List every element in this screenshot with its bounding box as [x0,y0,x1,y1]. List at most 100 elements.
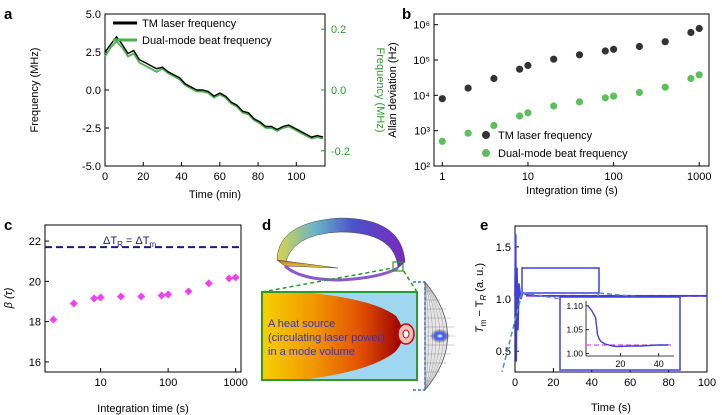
e-xtick-label: 0 [512,377,518,389]
y-axis-b: 10² 10³ 10⁴ 10⁵ 10⁶ [413,20,438,173]
c-xtick-label: 10 [95,377,107,389]
x-axis-b: 1 10 100 1000 [439,162,711,183]
b-ytick-label: 10⁴ [413,90,430,102]
data-point-c [231,273,240,282]
zoom-line-left [261,267,394,293]
e-ytick-label: 1.5 [496,242,511,254]
panel-a: a 0 20 40 60 80 100 -5.0 -2.5 0.0 2.5 5.0 -0.2 0.0… [4,6,386,201]
toroid-ring [276,217,406,269]
e-xtick-label: 20 [547,377,559,389]
a-ytick-label: 0.0 [86,85,101,97]
x-axis-label-e: Time (s) [591,402,631,414]
a-ytick-label: 5.0 [86,9,101,21]
legend-label-beat-b: Dual-mode beat frequency [498,148,628,160]
inset-e: 20 40 1.001.051.10 [559,296,681,371]
zoom-box-e [521,267,600,294]
legend-marker-tm-b [482,131,490,139]
zoom-line-right [402,269,418,293]
data-point-tm-b [575,51,584,59]
a-xtick-label: 20 [137,171,149,183]
inset-y-axis-e: 1.00 1.05 1.10 [566,301,589,359]
b-ytick-label: 10⁶ [413,20,430,32]
data-point-beat-b [687,74,695,83]
data-point-tm-b [438,95,446,103]
data-point-tm-b [687,28,695,37]
data-point-tm-b [601,47,609,55]
data-point-beat-b [438,137,446,145]
inset-caption-line3: in a mode volume [268,346,355,358]
legend-marker-beat-b [482,149,490,157]
mode-field [430,329,450,343]
b-ytick-label: 10² [414,161,430,173]
x-axis-label-a: Time (min) [189,189,241,201]
panel-letter-c: c [4,217,12,234]
data-point-tm-b [550,55,558,63]
series-group-c [49,273,240,324]
data-point-tm-b [516,65,524,73]
c-xtick-label: 1000 [223,377,247,389]
heat-gradient-region [262,292,403,380]
data-point-tm-b [524,61,532,70]
plot-frame-c [44,224,242,373]
panel-letter-b: b [402,6,411,23]
mode-volume-core [402,329,410,339]
y-axis-c: 16 18 20 22 [29,236,49,369]
c-ytick-label: 18 [29,317,41,329]
a-xtick-label: 0 [102,171,108,183]
y-axis-label-c: β (τ) [3,287,15,309]
y-axis-left-a: -5.0 -2.5 0.0 2.5 5.0 [82,9,109,173]
panel-letter-e: e [480,217,488,234]
zoom-line-e-down-left [501,292,523,373]
data-point-beat-b [550,102,558,110]
data-point-beat-b [464,129,472,137]
e-xtick-label: 40 [586,377,598,389]
a-y2tick-label: 0.0 [331,85,346,97]
e-ytick-label: 1.0 [496,294,511,306]
b-xtick-label: 1000 [687,171,711,183]
x-axis-e: 0 20 40 60 80 100 [512,368,716,389]
data-point-c [204,279,213,288]
inset-ytick-label-e: 1.05 [566,325,583,335]
data-point-beat-b [635,88,644,97]
a-ytick-label: -2.5 [82,123,101,135]
data-point-c [49,315,58,324]
y2-axis-label-a: Frequency (MHz) [374,48,386,133]
inset-x-axis-e: 20 40 [586,353,674,369]
data-point-c [164,290,173,299]
toroid-cross-section [276,259,339,269]
data-point-tm-b [610,45,618,53]
a-xtick-label: 60 [214,171,226,183]
data-point-c [137,292,146,301]
b-ytick-label: 10⁵ [413,55,430,67]
panel-b: b 1 10 100 1000 10² 10³ 10⁴ 10⁵ 10⁶ Integration… [387,6,711,197]
panel-c: c 10 100 1000 16 18 20 22 ΔTR = ΔTm Integrati… [3,217,248,415]
b-ytick-label: 10³ [414,126,430,138]
x-axis-a: 0 20 40 60 80 100 [102,162,305,183]
a-xtick-label: 40 [175,171,187,183]
data-point-beat-b [524,109,532,117]
data-point-tm-b [490,74,498,83]
inset-caption-line1: A heat source [268,318,335,330]
y-axis-label-e: Tm − TR (a. u.) [474,263,488,333]
legend-a: TM laser frequency Dual-mode beat freque… [113,18,272,47]
legend-b: TM laser frequency Dual-mode beat freque… [482,130,628,160]
e-xtick-label: 100 [698,377,716,389]
b-xtick-label: 1 [439,171,445,183]
data-point-beat-b [601,94,609,102]
data-point-c [69,299,78,308]
mesh-cross-section [413,280,455,392]
data-point-beat-b [610,92,618,100]
reference-label-c: ΔTR = ΔTm [103,235,156,249]
a-y2tick-label: -0.2 [331,146,350,158]
inset-ytick-label-e: 1.00 [566,349,583,359]
zoom-marker [392,261,404,272]
toroid-rim [283,264,399,282]
data-point-beat-b [516,112,524,120]
series-line-tm-a [104,35,324,138]
data-point-tm-b [661,38,669,46]
plot-frame-b [433,13,710,167]
data-point-tm-b [635,42,644,51]
a-xtick-label: 100 [287,171,305,183]
legend-label-tm-b: TM laser frequency [498,130,593,142]
